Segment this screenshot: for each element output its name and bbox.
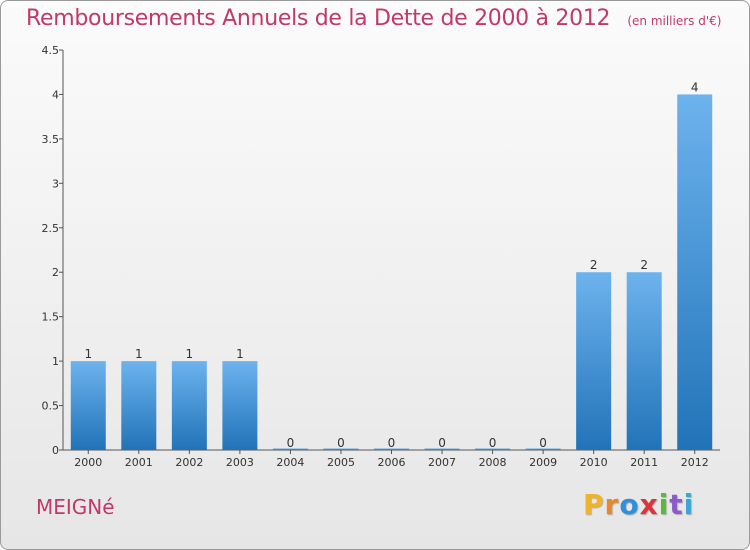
- data-label: 4: [691, 80, 699, 94]
- y-tick-label: 3: [52, 177, 59, 190]
- x-tick-label: 2002: [175, 456, 203, 469]
- bar: [677, 94, 713, 450]
- bar: [272, 448, 308, 450]
- logo-letter: i: [683, 488, 695, 521]
- x-tick-label: 2001: [125, 456, 153, 469]
- y-tick-label: 0.5: [42, 400, 60, 413]
- data-label: 1: [236, 347, 244, 361]
- data-label: 1: [135, 347, 143, 361]
- bar: [475, 448, 511, 450]
- logo-letter: o: [619, 488, 640, 521]
- bar: [424, 448, 460, 450]
- chart-title: Remboursements Annuels de la Dette de 20…: [26, 6, 611, 31]
- x-tick-label: 2012: [681, 456, 709, 469]
- title-row: Remboursements Annuels de la Dette de 20…: [26, 6, 721, 31]
- x-tick-label: 2006: [378, 456, 406, 469]
- chart-bars: [70, 94, 713, 450]
- data-label: 1: [84, 347, 92, 361]
- commune-name: MEIGNé: [36, 495, 115, 519]
- x-tick-label: 2009: [529, 456, 557, 469]
- proxiti-logo: Proxiti: [583, 488, 694, 521]
- chart-unit: (en milliers d'€): [627, 14, 722, 28]
- data-label: 1: [186, 347, 194, 361]
- y-tick-label: 1.5: [42, 311, 60, 324]
- y-tick-label: 2: [52, 266, 59, 279]
- bar: [626, 272, 662, 450]
- logo-letter: r: [604, 488, 620, 521]
- logo-letter: i: [658, 488, 670, 521]
- bar: [70, 361, 106, 450]
- data-label: 0: [287, 436, 295, 450]
- y-tick-label: 4: [52, 88, 59, 101]
- y-tick-label: 2.5: [42, 222, 60, 235]
- bar: [222, 361, 258, 450]
- logo-letter: t: [669, 488, 684, 521]
- logo-letter: P: [583, 488, 605, 521]
- data-label: 0: [489, 436, 497, 450]
- y-tick-label: 4.5: [42, 44, 60, 57]
- x-tick-label: 2004: [276, 456, 304, 469]
- x-tick-label: 2008: [479, 456, 507, 469]
- x-tick-label: 2000: [74, 456, 102, 469]
- x-tick-label: 2010: [580, 456, 608, 469]
- chart-labels: 1 1 1 1 0 0 0 0 0 0 2 2 4: [84, 80, 698, 450]
- x-tick-label: 2005: [327, 456, 355, 469]
- data-label: 0: [388, 436, 396, 450]
- data-label: 2: [590, 258, 598, 272]
- logo-letter: x: [639, 488, 659, 521]
- bar: [576, 272, 612, 450]
- bar: [374, 448, 409, 450]
- x-tick-label: 2011: [630, 456, 658, 469]
- y-tick-label: 1: [52, 355, 59, 368]
- y-tick-label: 0: [52, 444, 59, 457]
- data-label: 0: [337, 436, 345, 450]
- bar: [525, 448, 561, 450]
- x-tick-label: 2007: [428, 456, 456, 469]
- x-tick-label: 2003: [226, 456, 254, 469]
- data-label: 2: [640, 258, 648, 272]
- y-tick-label: 3.5: [42, 133, 60, 146]
- bar: [323, 448, 359, 450]
- data-label: 0: [539, 436, 547, 450]
- bar: [171, 361, 207, 450]
- bar: [121, 361, 157, 450]
- data-label: 0: [438, 436, 446, 450]
